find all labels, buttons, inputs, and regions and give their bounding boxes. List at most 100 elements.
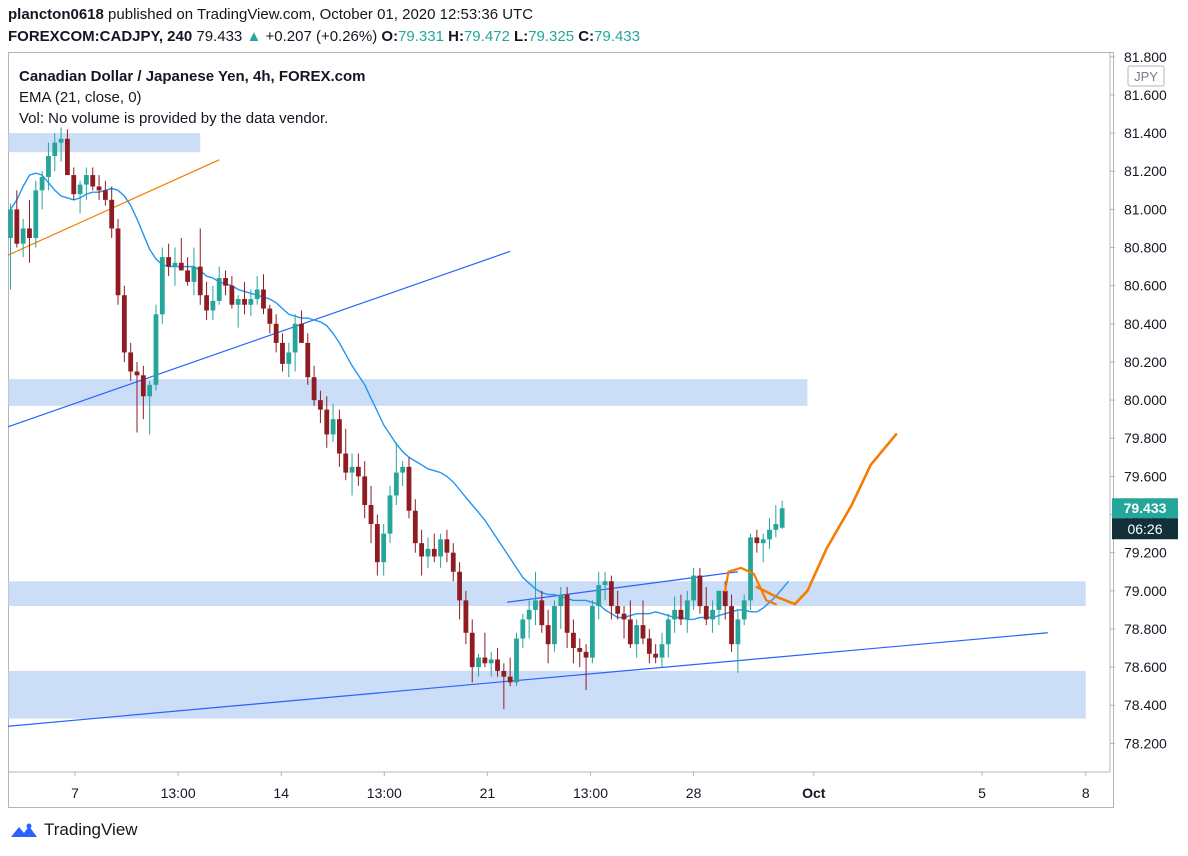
candle-body	[672, 609, 678, 620]
candle	[248, 289, 254, 317]
projection-lines	[724, 433, 898, 606]
candle	[665, 613, 671, 658]
candle-body	[741, 600, 747, 620]
candle-body	[754, 537, 760, 544]
publisher-name[interactable]: plancton0618	[8, 6, 104, 23]
candle	[52, 133, 58, 172]
candle-body	[634, 625, 640, 645]
ema-line	[9, 172, 790, 621]
close-value: 79.433	[594, 28, 640, 45]
candle	[552, 600, 557, 652]
candle	[558, 587, 564, 629]
candle	[425, 537, 431, 568]
countdown-label: 06:26	[1127, 521, 1162, 537]
open-label: O:	[381, 28, 399, 45]
price-tick-label: 78.600	[1124, 659, 1167, 675]
candle	[210, 285, 216, 321]
candle-body	[330, 419, 336, 435]
candle	[318, 390, 323, 423]
time-tick-label: 21	[480, 785, 496, 801]
price-tick-label: 80.600	[1124, 278, 1167, 294]
candle-body	[33, 190, 39, 238]
price-tick-label: 78.200	[1124, 735, 1167, 751]
candle-body	[355, 466, 361, 477]
price-tick-label: 79.200	[1124, 545, 1167, 561]
chart-frame	[8, 52, 1114, 808]
candle-body	[254, 289, 260, 300]
candle	[267, 304, 273, 334]
candle-body	[425, 548, 431, 557]
candle-body	[286, 352, 292, 364]
candle	[545, 609, 551, 664]
candle-body	[191, 266, 197, 282]
candle	[39, 171, 45, 210]
candle	[773, 504, 779, 538]
candle	[71, 167, 77, 200]
candle	[349, 453, 355, 496]
candle-body	[501, 670, 507, 677]
candle	[406, 457, 412, 519]
price-zone	[8, 379, 808, 406]
trend-line	[7, 632, 1048, 727]
candle-body	[248, 299, 254, 305]
candle	[590, 600, 595, 664]
candle	[754, 529, 760, 553]
candle	[280, 333, 285, 372]
candle	[77, 180, 83, 214]
candle-body	[223, 278, 228, 286]
candle-body	[621, 613, 627, 620]
candle	[577, 638, 583, 668]
price-tick-label: 79.600	[1124, 468, 1167, 484]
candle	[476, 653, 481, 677]
candle-body	[722, 590, 728, 607]
candle	[27, 199, 32, 263]
candle-body	[128, 352, 134, 372]
price-tick-label: 81.000	[1124, 201, 1167, 217]
candle-body	[748, 537, 753, 601]
candle-body	[280, 342, 285, 364]
price-tick-label: 81.200	[1124, 163, 1167, 179]
close-label: C:	[578, 28, 595, 45]
candle-body	[102, 190, 108, 200]
candle-body	[109, 199, 115, 229]
last-price-label: 79.433	[1124, 500, 1167, 516]
candle	[495, 648, 500, 677]
candle	[273, 314, 279, 353]
candle-body	[507, 676, 513, 683]
tradingview-logo[interactable]: TradingView	[8, 820, 138, 840]
ema-legend[interactable]: EMA (21, close, 0)	[19, 89, 142, 106]
candle	[621, 606, 627, 639]
candle-body	[52, 142, 58, 156]
candle	[729, 594, 734, 652]
candle-body	[729, 606, 734, 645]
candle-body	[438, 539, 443, 557]
candle-body	[210, 300, 216, 311]
candle-body	[590, 606, 595, 658]
candle	[767, 518, 772, 549]
candle-body	[299, 323, 304, 343]
candle-body	[640, 625, 646, 639]
candle	[571, 619, 576, 664]
candle	[242, 281, 247, 315]
candle	[431, 533, 437, 563]
candle	[469, 619, 475, 683]
candle	[779, 500, 785, 529]
volume-legend: Vol: No volume is provided by the data v…	[19, 110, 329, 127]
candle	[716, 590, 722, 626]
candle	[457, 562, 462, 620]
candle-body	[46, 155, 51, 177]
candle-body	[760, 539, 766, 544]
candle	[684, 590, 690, 633]
candle	[735, 609, 741, 673]
chart-title: Canadian Dollar / Japanese Yen, 4h, FORE…	[19, 68, 366, 85]
candle-body	[362, 476, 368, 505]
trend-lines	[7, 159, 1048, 727]
candle-body	[571, 632, 576, 649]
candle	[229, 276, 235, 309]
time-tick-label: 8	[1082, 785, 1090, 801]
candle-body	[84, 175, 89, 185]
candle	[286, 342, 292, 378]
candle	[362, 461, 368, 519]
candle	[659, 632, 665, 668]
